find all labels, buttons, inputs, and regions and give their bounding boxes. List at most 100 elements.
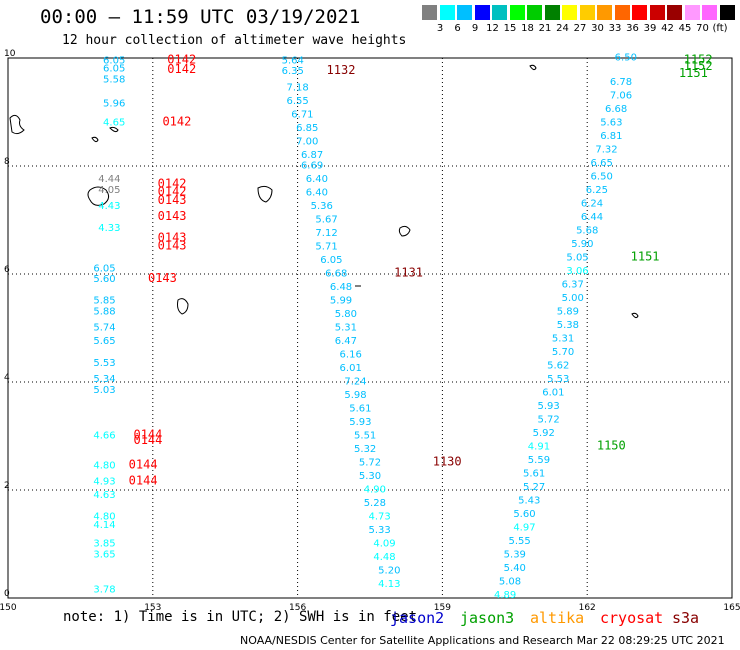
wave-height-value: 5.27 [523, 482, 545, 493]
scale-tick-label: 45 [678, 23, 692, 34]
legend-cryosat: cryosat [600, 609, 664, 627]
pass-time-label: 0142 [158, 177, 187, 191]
wave-height-value: 5.62 [547, 361, 569, 372]
wave-height-value: 4.93 [93, 477, 115, 488]
coastline [9, 64, 639, 319]
wave-height-value: 5.72 [359, 458, 381, 469]
pass-time-label: 1150 [597, 439, 626, 453]
wave-height-value: 5.61 [349, 404, 371, 415]
wave-height-value: 5.80 [335, 309, 357, 320]
wave-height-value: 6.81 [600, 131, 622, 142]
wave-height-value: 6.05 [320, 255, 342, 266]
scale-swatch [614, 5, 630, 20]
wave-height-value: 3.65 [93, 550, 115, 561]
wave-height-value: 6.01 [340, 363, 362, 374]
wave-height-value: 5.55 [508, 536, 530, 547]
scale-swatch [527, 5, 542, 20]
wave-height-value: 4.63 [93, 490, 115, 501]
map-subtitle: 12 hour collection of altimeter wave hei… [62, 33, 407, 48]
pass-time-label: 0143 [148, 271, 177, 285]
wave-height-value: 5.39 [504, 550, 526, 561]
pass-time-label: 1132 [327, 63, 356, 77]
wave-height-value: 5.00 [562, 293, 584, 304]
latitude-tick-label: 2 [4, 481, 10, 491]
scale-swatch [422, 5, 437, 20]
wave-height-value: 5.33 [369, 525, 391, 536]
pass-time-label: 1131 [394, 266, 423, 280]
wave-height-value: 5.68 [576, 226, 598, 237]
scale-swatch [579, 5, 595, 20]
wave-height-value: 4.73 [369, 512, 391, 523]
island-outline [91, 136, 99, 143]
scale-tick-label: (ft) [712, 23, 728, 34]
map-title: 00:00 – 11:59 UTC 03/19/2021 [40, 6, 361, 28]
wave-height-value: 7.12 [315, 228, 337, 239]
latitude-tick-label: 0 [4, 589, 10, 599]
wave-height-value: 5.36 [311, 201, 333, 212]
island-outline [87, 186, 110, 206]
latitude-tick-label: 8 [4, 157, 10, 167]
pass-time-label: 0144 [133, 428, 162, 442]
wave-height-value: 6.69 [301, 161, 323, 172]
island-outline [529, 64, 537, 71]
wave-height-value: 6.68 [605, 104, 627, 115]
scale-tick-label: 36 [626, 23, 639, 34]
wave-height-value: 6.24 [581, 199, 603, 210]
wave-height-value: 4.97 [513, 523, 535, 534]
wave-height-value: 5.20 [378, 566, 400, 577]
wave-height-value: 4.09 [373, 539, 395, 550]
wave-height-value: 6.05 [93, 263, 115, 274]
legend-note: note: 1) Time is in UTC; 2) SWH is in fe… [63, 609, 418, 625]
legend-altika: altika [530, 609, 585, 627]
scale-swatch [544, 5, 560, 20]
latitude-tick-label: 6 [4, 265, 10, 275]
scale-swatch [492, 5, 507, 20]
scale-tick-label: 18 [521, 23, 534, 34]
pass-time-label: 1152 [684, 59, 713, 73]
wave-height-value: 3.06 [566, 266, 588, 277]
wave-height-value: 6.85 [296, 123, 318, 134]
wave-height-value: 5.60 [93, 274, 115, 285]
wave-height-value: 5.05 [566, 253, 588, 264]
scale-swatch [597, 5, 612, 20]
wave-height-value: 6.65 [591, 158, 613, 169]
wave-height-value: 6.50 [615, 53, 637, 64]
wave-height-value: 6.50 [591, 172, 613, 183]
wave-height-value: 7.06 [610, 91, 632, 102]
wave-height-value: 6.68 [325, 269, 347, 280]
wave-height-value: 4.65 [103, 118, 125, 129]
scale-tick-label: 30 [591, 23, 604, 34]
scale-swatch [667, 5, 682, 20]
pass-time-label: 0143 [158, 193, 187, 207]
wave-height-value: 5.90 [571, 239, 593, 250]
scale-swatch [719, 5, 735, 20]
pass-time-label: 0143 [158, 209, 187, 223]
satellite-legend: note: 1) Time is in UTC; 2) SWH is in fe… [0, 609, 740, 633]
wave-height-value: 4.44 [98, 174, 120, 185]
scale-swatch [457, 5, 472, 20]
scale-tick-label: 39 [643, 23, 657, 34]
wave-height-value: 5.63 [600, 118, 622, 129]
scale-swatch [509, 5, 525, 20]
longitude-tick-label: 159 [434, 603, 451, 613]
wave-height-value: 4.48 [373, 552, 395, 563]
scale-tick-label: 42 [661, 23, 674, 34]
wave-height-value: 5.53 [93, 358, 115, 369]
pass-time-label: 0142 [158, 185, 187, 199]
lat-lon-grid: 150 153 156 159 162 165 10 8 6 4 2 0 [0, 49, 740, 613]
wave-height-value: 5.03 [93, 385, 115, 396]
wave-height-value: 4.91 [528, 442, 550, 453]
wave-height-value: 6.55 [286, 96, 308, 107]
pass-time-label: 0144 [129, 457, 158, 471]
wave-height-value: 7.00 [296, 136, 318, 147]
scale-tick-label: 27 [573, 23, 587, 34]
pass-time-label: 1151 [631, 250, 660, 264]
wave-height-value: 5.60 [513, 509, 535, 520]
scale-swatch [702, 5, 717, 20]
longitude-tick-label: 162 [579, 603, 596, 613]
wave-height-value: 6.71 [291, 109, 313, 120]
wave-height-value: 4.33 [98, 223, 120, 234]
wave-height-value: 6.40 [306, 174, 328, 185]
wave-height-value: 5.88 [93, 307, 115, 318]
scale-swatch [474, 5, 490, 20]
